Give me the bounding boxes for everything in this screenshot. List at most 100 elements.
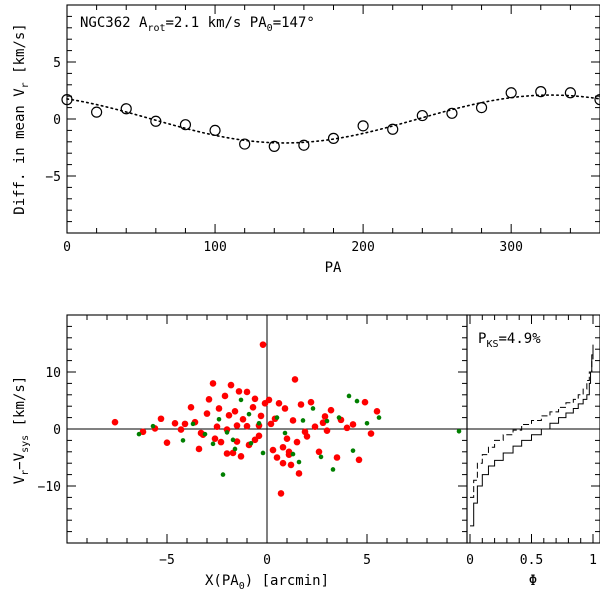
red-star-point (269, 446, 277, 454)
green-star-point (282, 430, 288, 436)
green-star-point (150, 423, 156, 429)
red-star-point (349, 421, 357, 428)
rotation-data-point (120, 103, 132, 115)
red-star-point (265, 396, 273, 404)
bottom-right-x-tick-label: 0 (466, 553, 474, 568)
red-star-point (233, 438, 241, 445)
rotation-data-point (387, 123, 399, 135)
red-star-point (285, 448, 293, 456)
red-star-point (229, 449, 237, 457)
top-x-tick-label: 200 (351, 240, 374, 255)
green-star-point (232, 446, 238, 452)
red-star-point (181, 420, 189, 428)
top-x-tick-labels: 0 100 200 300 (63, 240, 523, 255)
green-star-point (354, 398, 360, 404)
top-x-tick-label: 100 (203, 240, 226, 255)
red-star-point (243, 422, 251, 430)
ks-probability-label: PKS=4.9% (478, 331, 541, 350)
top-title: NGC362 Arot=2.1 km/s PA0=147° (80, 15, 315, 34)
bottom-left-x-tick-label: 5 (363, 553, 371, 568)
green-star-point (216, 417, 222, 422)
red-star-point (171, 420, 179, 427)
bottom-left-y-tick-label: 10 (45, 366, 61, 381)
red-star-point (295, 470, 303, 477)
green-star-point (238, 397, 244, 403)
red-star-point (297, 401, 305, 408)
rotation-data-point (61, 94, 73, 106)
red-star-point (267, 420, 275, 428)
bottom-right-x-axis-label: Φ (529, 573, 537, 589)
red-star-point (197, 429, 205, 437)
red-star-point (289, 417, 297, 424)
red-star-point (217, 438, 225, 446)
rotation-data-point (268, 140, 280, 152)
red-star-point (277, 490, 285, 497)
rotation-data-point (535, 86, 547, 98)
red-star-point (319, 419, 327, 427)
rotation-data-point (446, 107, 458, 119)
red-star-point (251, 395, 259, 403)
red-star-point (315, 448, 323, 456)
green-star-point (350, 448, 356, 453)
rotation-data-point (239, 138, 251, 150)
green-star-point (248, 440, 254, 446)
top-ticks (66, 4, 600, 234)
green-star-point (376, 415, 382, 420)
rotation-data-point (298, 139, 310, 151)
red-star-point (203, 410, 211, 417)
red-star-point (259, 341, 267, 348)
red-star-point (255, 432, 263, 440)
green-star-point (202, 431, 208, 437)
green-star-point (330, 467, 336, 472)
bottom-left-y-tick-label: −10 (38, 480, 61, 495)
green-star-point (318, 454, 324, 460)
red-star-point (281, 405, 289, 412)
red-star-point (279, 443, 287, 451)
red-star-point (293, 438, 301, 446)
red-star-point (287, 461, 295, 469)
top-x-tick-label: 0 (63, 240, 71, 255)
green-star-point (256, 421, 262, 426)
red-star-point (291, 376, 299, 383)
green-star-point (136, 431, 142, 437)
green-star-point (456, 428, 462, 434)
bottom-right-x-tick-label: 1 (589, 553, 597, 568)
red-star-point (239, 416, 247, 423)
red-star-point (273, 454, 281, 461)
red-star-point (211, 435, 219, 442)
red-star-point (333, 454, 341, 461)
red-star-point (303, 433, 311, 440)
red-star-point (111, 418, 119, 426)
red-star-point (373, 408, 381, 415)
cumulative-distribution-panel: 0 0.5 1 PKS=4.9% Φ (466, 314, 600, 589)
red-star-point (257, 412, 265, 420)
red-star-point (251, 436, 259, 444)
red-star-point (361, 398, 369, 406)
red-star-point (231, 408, 239, 415)
green-star-point (190, 421, 196, 427)
cumulative-solid-line (470, 344, 594, 527)
red-star-point (177, 426, 185, 433)
bottom-left-ticks (66, 314, 468, 544)
red-star-point (139, 428, 147, 436)
rotation-data-point (150, 115, 162, 127)
red-star-point (205, 396, 213, 403)
green-star-point (324, 418, 330, 424)
red-star-point (235, 388, 243, 395)
green-star-point (296, 459, 302, 465)
top-y-tick-label: 0 (53, 113, 61, 128)
bottom-left-y-tick-label: 0 (53, 423, 61, 438)
green-star-point (220, 472, 226, 477)
top-y-tick-label: −5 (45, 170, 61, 185)
red-star-point (187, 404, 195, 411)
red-star-point (237, 453, 245, 460)
green-star-point (336, 415, 342, 420)
green-star-point (310, 406, 316, 411)
bottom-right-x-tick-labels: 0 0.5 1 (466, 553, 597, 568)
green-star-point (210, 441, 216, 447)
red-star-point (279, 459, 287, 467)
green-star-point (180, 438, 186, 443)
bottom-left-y-axis-label: Vr−Vsys [km/s] (12, 376, 31, 484)
green-star-point (290, 451, 296, 457)
